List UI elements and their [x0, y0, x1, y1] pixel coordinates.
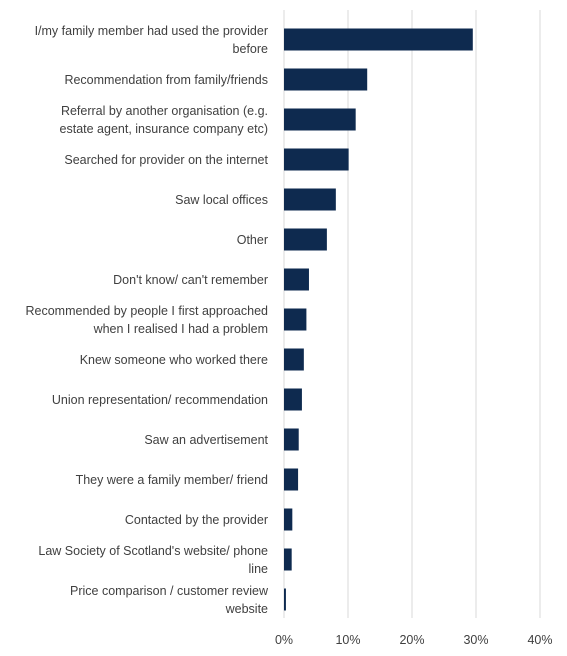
bar	[284, 28, 473, 51]
category-label: Saw an advertisement	[144, 433, 268, 447]
x-tick-label: 30%	[463, 633, 488, 647]
bar	[284, 308, 307, 331]
category-label: Knew someone who worked there	[80, 353, 268, 367]
x-axis-ticks: 0% 10% 20% 30% 40%	[275, 633, 553, 647]
x-tick-label: 40%	[527, 633, 552, 647]
x-tick-label: 0%	[275, 633, 293, 647]
bar	[284, 148, 349, 171]
category-label: Searched for provider on the internet	[64, 153, 268, 167]
bar	[284, 108, 356, 131]
category-label: Recommended by people I first approached…	[25, 304, 268, 336]
category-label: Recommendation from family/friends	[64, 73, 268, 87]
bar	[284, 268, 309, 291]
x-tick-label: 10%	[335, 633, 360, 647]
bar	[284, 588, 286, 611]
category-labels: I/my family member had used the provider…	[25, 24, 268, 616]
category-label: Saw local offices	[175, 193, 268, 207]
bar	[284, 508, 293, 531]
category-label: I/my family member had used the provider…	[35, 24, 268, 56]
category-label: Referral by another organisation (e.g. es…	[60, 104, 268, 136]
bar	[284, 68, 368, 91]
bar	[284, 468, 299, 491]
bar	[284, 348, 304, 371]
bar	[284, 548, 292, 571]
gridlines	[283, 10, 541, 618]
bar	[284, 188, 336, 211]
category-label: Law Society of Scotland's website/ phone…	[38, 544, 268, 576]
bars	[284, 28, 473, 611]
bar	[284, 428, 299, 451]
category-label: Don't know/ can't remember	[113, 273, 268, 287]
category-label: Contacted by the provider	[125, 513, 268, 527]
category-label: They were a family member/ friend	[76, 473, 268, 487]
bar	[284, 228, 327, 251]
x-tick-label: 20%	[399, 633, 424, 647]
category-label: Other	[237, 233, 268, 247]
bar	[284, 388, 302, 411]
category-label: Price comparison / customer review websit…	[70, 584, 269, 616]
category-label: Union representation/ recommendation	[52, 393, 268, 407]
